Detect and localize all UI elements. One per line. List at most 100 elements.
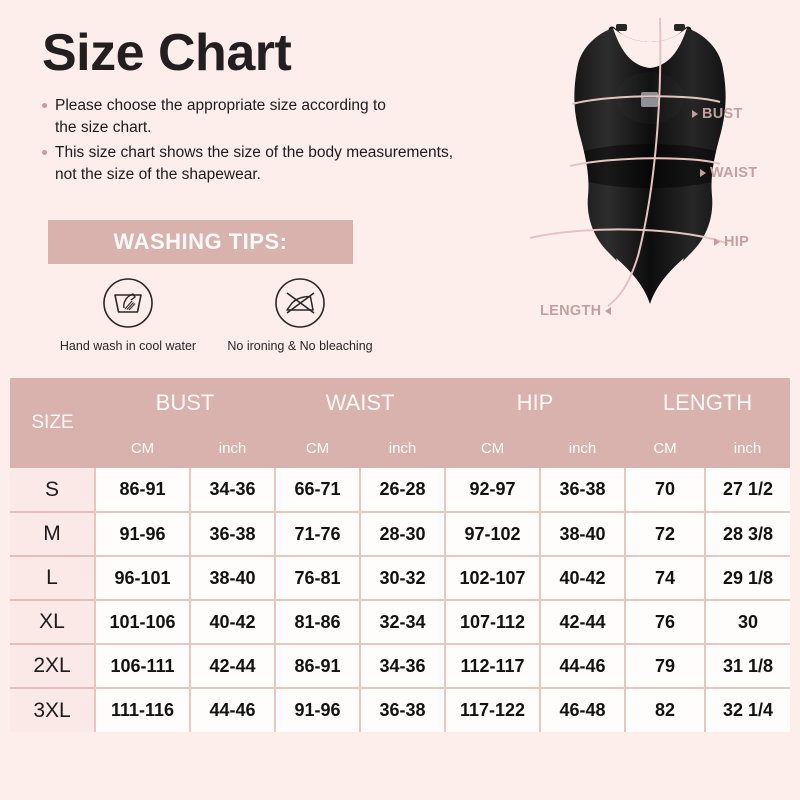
table-row: S 86-91 34-36 66-71 26-28 92-97 36-38 70 27 1/2	[10, 468, 791, 512]
garment-illustration: BUST WAIST HIP LENGTH	[520, 6, 800, 356]
measurement-cell-waist-cm: 71-76	[274, 511, 360, 556]
size-cell: M	[10, 511, 95, 556]
table-row: 3XL 111-116 44-46 91-96 36-38 117-122 46-48 82 3…	[10, 687, 791, 732]
header-unit-waist-cm: CM	[275, 428, 360, 468]
note-line: Please choose the appropriate size accor…	[55, 96, 386, 114]
care-label: Hand wash in cool water	[59, 339, 197, 353]
measurement-cell-bust-cm: 106-111	[94, 643, 190, 688]
measurement-cell-length-inch: 29 1/8	[704, 555, 791, 600]
measurement-cell-bust-inch: 36-38	[189, 511, 275, 556]
bullet-icon	[42, 149, 47, 155]
note-item: Please choose the appropriate size accor…	[42, 95, 502, 140]
waist-line	[569, 157, 721, 167]
measurement-cell-length-inch: 28 3/8	[704, 511, 791, 556]
header-unit-length-inch: inch	[705, 428, 791, 468]
measurement-cell-waist-cm: 91-96	[274, 687, 360, 732]
washing-tips-label: WASHING TIPS:	[113, 229, 288, 254]
measurement-cell-waist-inch: 34-36	[358, 643, 446, 688]
measurement-cell-length-cm: 76	[624, 599, 706, 644]
measurement-cell-length-cm: 70	[624, 468, 706, 512]
measurement-cell-waist-inch: 32-34	[358, 599, 446, 644]
hip-line	[529, 228, 729, 245]
arrow-left-icon	[605, 307, 612, 315]
header-group-hip: HIP	[445, 378, 626, 428]
measurement-cell-length-inch: 31 1/8	[704, 643, 791, 688]
measurement-cell-waist-cm: 66-71	[274, 468, 360, 512]
measurement-cell-hip-cm: 92-97	[444, 468, 541, 512]
header-unit-bust-inch: inch	[190, 428, 275, 468]
bodysuit-graphic	[529, 17, 729, 307]
table-row: 2XL 106-111 42-44 86-91 34-36 112-117 44-46 79 3…	[10, 643, 791, 688]
size-chart-table: SIZE BUST WAIST HIP LENGTH CM inch CM in…	[10, 378, 791, 732]
table-row: XL 101-106 40-42 81-86 32-34 107-112 42-44 76 30	[10, 599, 791, 644]
header-group-length: LENGTH	[625, 378, 791, 428]
measurement-cell-hip-inch: 36-38	[539, 468, 626, 512]
measurement-cell-bust-inch: 38-40	[189, 555, 275, 600]
measurement-cell-waist-inch: 28-30	[358, 511, 446, 556]
measurement-cell-length-inch: 32 1/4	[704, 687, 791, 732]
measurement-cell-bust-cm: 91-96	[94, 511, 190, 556]
header-group-bust: BUST	[95, 378, 275, 428]
measure-label-text: BUST	[702, 106, 743, 122]
note-line: not the size of the shapewear.	[55, 166, 261, 183]
size-cell: S	[10, 468, 95, 512]
info-panel: Size Chart Please choose the appropriate…	[42, 26, 502, 188]
measure-label-length: LENGTH	[540, 303, 612, 319]
note-item: This size chart shows the size of the bo…	[42, 142, 502, 187]
notes-list: Please choose the appropriate size accor…	[42, 95, 502, 187]
length-line	[607, 17, 662, 307]
measurement-cell-waist-inch: 36-38	[358, 687, 446, 732]
measurement-cell-waist-inch: 26-28	[358, 468, 446, 512]
care-label: No ironing & No bleaching	[227, 339, 373, 353]
care-item-hand-wash: Hand wash in cool water	[42, 276, 214, 353]
size-cell: 3XL	[10, 687, 95, 732]
table-body: S 86-91 34-36 66-71 26-28 92-97 36-38 70 27 1/2 M…	[10, 468, 791, 732]
measurement-cell-bust-inch: 34-36	[189, 468, 275, 512]
care-item-no-iron-no-bleach: No ironing & No bleaching	[214, 276, 386, 353]
note-line: the size chart.	[55, 119, 152, 137]
header-unit-bust-cm: CM	[95, 428, 190, 468]
measurement-cell-length-cm: 72	[624, 511, 706, 556]
measurement-cell-hip-inch: 38-40	[539, 511, 626, 556]
measurement-cell-hip-cm: 112-117	[444, 643, 541, 688]
bullet-icon	[42, 102, 47, 108]
measurement-cell-hip-inch: 44-46	[539, 643, 626, 688]
measurement-cell-bust-cm: 96-101	[94, 555, 190, 600]
measurement-cell-bust-inch: 44-46	[189, 687, 275, 732]
measure-label-waist: WAIST	[700, 165, 757, 181]
measurement-cell-waist-inch: 30-32	[358, 555, 446, 600]
header-unit-waist-inch: inch	[360, 428, 446, 468]
measurement-cell-length-cm: 74	[624, 555, 706, 600]
no-iron-no-bleach-icon	[273, 276, 327, 330]
table-row: M 91-96 36-38 71-76 28-30 97-102 38-40 72 28 3/8	[10, 511, 791, 556]
header-unit-hip-cm: CM	[445, 428, 541, 468]
page-title: Size Chart	[42, 24, 292, 82]
size-cell: 2XL	[10, 643, 95, 688]
measure-label-text: LENGTH	[540, 303, 602, 319]
measure-label-hip: HIP	[714, 234, 749, 250]
table-header-units: CM inch CM inch CM inch CM inch	[10, 428, 791, 468]
measurement-cell-hip-cm: 107-112	[444, 599, 541, 644]
measurement-cell-waist-cm: 76-81	[274, 555, 360, 600]
measurement-cell-waist-cm: 86-91	[274, 643, 360, 688]
table-row: L 96-101 38-40 76-81 30-32 102-107 40-42 74 29 1…	[10, 555, 791, 600]
note-line: This size chart shows the size of the bo…	[55, 143, 454, 161]
measure-label-text: HIP	[724, 234, 750, 250]
header-unit-length-cm: CM	[625, 428, 706, 468]
table-head: SIZE BUST WAIST HIP LENGTH CM inch CM in…	[10, 378, 791, 468]
measure-label-text: WAIST	[710, 165, 758, 181]
header-group-waist: WAIST	[275, 378, 446, 428]
measurement-cell-bust-cm: 101-106	[94, 599, 190, 644]
washing-tips-banner: WASHING TIPS:	[48, 220, 353, 264]
arrow-right-icon	[700, 169, 706, 177]
measurement-cell-length-cm: 79	[624, 643, 706, 688]
care-instructions: Hand wash in cool water No ironing & No …	[42, 276, 392, 353]
measurement-cell-waist-cm: 81-86	[274, 599, 360, 644]
measurement-cell-length-cm: 82	[624, 687, 706, 732]
arrow-right-icon	[692, 110, 698, 118]
measurement-cell-length-inch: 27 1/2	[704, 468, 791, 512]
hand-wash-icon	[101, 276, 155, 330]
size-cell: XL	[10, 599, 95, 644]
table-header-groups: SIZE BUST WAIST HIP LENGTH	[10, 378, 791, 468]
